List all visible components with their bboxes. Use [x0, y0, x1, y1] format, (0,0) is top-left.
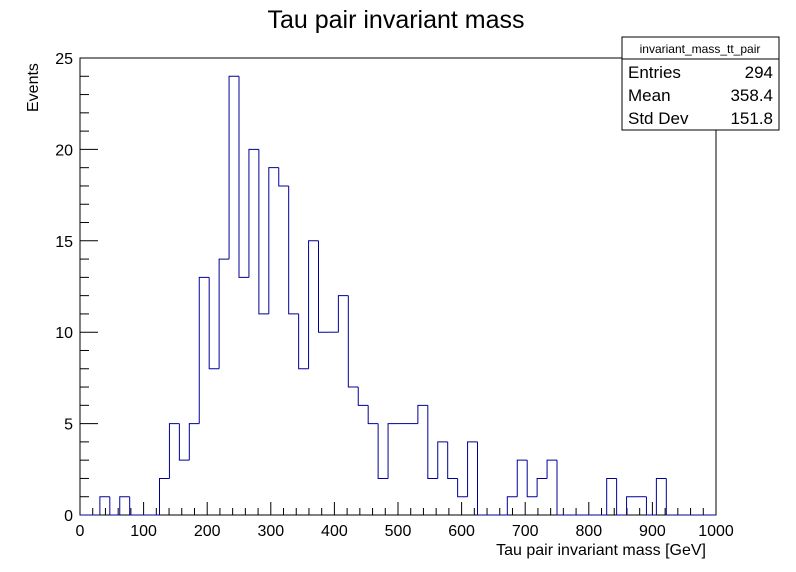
histogram-bin	[278, 167, 289, 187]
histogram-bin	[665, 478, 677, 516]
histogram-bins	[80, 75, 716, 516]
histogram-bin	[616, 478, 627, 516]
x-tick-label: 1000	[698, 523, 734, 540]
histogram-bin	[467, 441, 478, 497]
histogram-bin	[477, 441, 488, 516]
x-axis-tick-labels: 0 100 200 300 400 500 600 700 800 900 1000	[76, 523, 734, 540]
histogram-bin	[447, 441, 458, 479]
histogram-bin	[298, 313, 309, 370]
histogram-bin	[556, 460, 567, 516]
y-tick-label: 10	[55, 325, 73, 342]
x-tick-label: 800	[575, 523, 602, 540]
histogram-bin	[437, 441, 448, 479]
histogram-bin	[208, 277, 220, 370]
stats-stddev-label: Std Dev	[628, 109, 689, 128]
stats-entries-label: Entries	[628, 63, 681, 82]
histogram-bin	[387, 423, 398, 479]
histogram-bin	[427, 405, 438, 479]
y-axis-ticks	[80, 57, 98, 516]
y-axis-label: Events	[25, 63, 42, 112]
stats-box-title: invariant_mass_tt_pair	[640, 42, 761, 56]
histogram-bin	[337, 295, 349, 333]
histogram-bin	[506, 496, 518, 515]
histogram-bin	[129, 496, 140, 516]
histogram-bin	[288, 185, 299, 315]
x-tick-label: 400	[321, 523, 348, 540]
histogram-bin	[308, 240, 319, 369]
histogram-bin	[218, 258, 230, 369]
chart-title: Tau pair invariant mass	[267, 6, 524, 34]
plot-frame	[79, 57, 717, 516]
stats-entries-value: 294	[745, 63, 773, 82]
x-axis-ticks	[79, 502, 717, 515]
x-tick-label: 500	[385, 523, 412, 540]
histogram-bin	[377, 423, 389, 479]
histogram-bin	[168, 423, 180, 479]
stats-box: invariant_mass_tt_pair Entries 294 Mean …	[621, 36, 780, 131]
x-tick-label: 100	[130, 523, 157, 540]
x-tick-label: 0	[76, 523, 85, 540]
y-tick-label: 0	[64, 508, 73, 525]
histogram-bin	[198, 276, 210, 424]
y-axis-tick-labels: 0 5 10 15 20 25	[55, 51, 73, 525]
stats-stddev-value: 151.8	[730, 109, 773, 128]
stats-box-frame	[621, 36, 780, 131]
x-tick-label: 700	[512, 523, 539, 540]
histogram-bin	[159, 477, 170, 515]
histogram-bin	[516, 459, 528, 497]
histogram-bin	[367, 405, 379, 425]
histogram-bin	[626, 496, 637, 515]
y-tick-label: 25	[55, 51, 73, 68]
y-tick-label: 5	[64, 417, 73, 434]
histogram-bin	[318, 240, 329, 333]
x-tick-label: 600	[448, 523, 475, 540]
x-axis-label: Tau pair invariant mass [GeV]	[496, 542, 706, 559]
histogram-bin	[109, 496, 120, 516]
histogram-bin	[357, 387, 369, 406]
histogram-bin	[655, 477, 667, 515]
histogram-bin	[526, 460, 538, 498]
histogram-bin	[268, 167, 279, 314]
histogram-bin	[536, 477, 548, 497]
histogram-bin	[258, 149, 269, 315]
histogram-bin	[645, 496, 657, 516]
x-tick-label: 900	[639, 523, 666, 540]
histogram-bin	[238, 76, 249, 278]
histogram-bin	[457, 478, 468, 498]
y-tick-label: 20	[55, 142, 73, 159]
histogram-bin	[248, 148, 259, 278]
x-tick-label: 200	[194, 523, 221, 540]
x-tick-label: 300	[257, 523, 284, 540]
histogram-bin	[606, 477, 617, 515]
histogram-bin	[347, 295, 359, 388]
y-tick-label: 15	[55, 234, 73, 251]
stats-mean-value: 358.4	[730, 86, 773, 105]
histogram-bin	[417, 404, 428, 424]
histogram-bin	[546, 459, 557, 479]
histogram-bin	[188, 423, 200, 461]
histogram-bin	[178, 423, 190, 461]
histogram-bin	[99, 496, 110, 515]
stats-mean-label: Mean	[628, 86, 671, 105]
histogram-bin	[119, 496, 130, 515]
histogram-bin	[228, 75, 239, 260]
